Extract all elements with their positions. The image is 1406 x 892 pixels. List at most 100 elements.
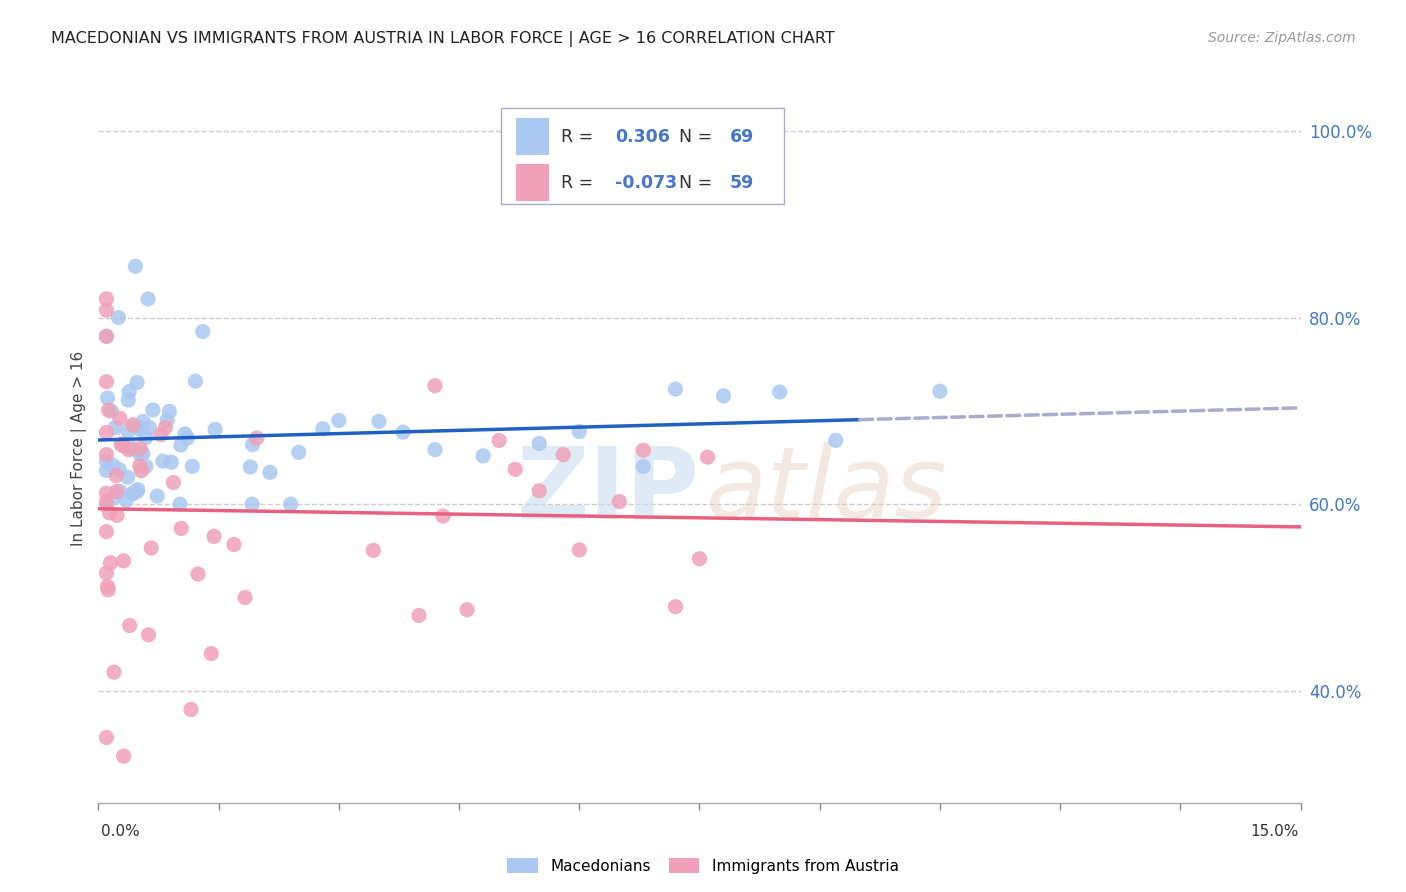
Point xyxy=(138,420,160,434)
FancyBboxPatch shape xyxy=(516,164,550,201)
Point xyxy=(111,439,134,453)
Point xyxy=(129,447,152,461)
Point xyxy=(392,425,415,439)
Point xyxy=(108,462,131,476)
Point xyxy=(100,404,122,418)
Point xyxy=(176,431,198,445)
Text: -0.073: -0.073 xyxy=(616,174,678,192)
Point xyxy=(96,524,118,539)
Point xyxy=(125,376,148,390)
Point xyxy=(142,403,165,417)
Point xyxy=(117,393,139,408)
Point xyxy=(713,389,735,403)
Point xyxy=(432,509,454,524)
Point xyxy=(156,413,179,427)
Point xyxy=(96,566,118,580)
Text: 15.0%: 15.0% xyxy=(1251,824,1299,838)
Point xyxy=(929,384,952,399)
Point xyxy=(96,731,118,745)
Point xyxy=(96,494,118,508)
Point xyxy=(125,484,148,499)
Point xyxy=(107,310,129,325)
Text: atlas: atlas xyxy=(706,442,948,540)
Text: 0.306: 0.306 xyxy=(616,128,671,145)
Point xyxy=(129,442,152,456)
Point xyxy=(696,450,718,464)
Point xyxy=(157,404,180,418)
Legend: Macedonians, Immigrants from Austria: Macedonians, Immigrants from Austria xyxy=(501,852,905,880)
Point xyxy=(768,384,790,399)
Point xyxy=(169,497,191,511)
Point xyxy=(128,458,150,473)
Point xyxy=(242,437,264,451)
Point xyxy=(112,749,135,764)
Point xyxy=(96,303,118,318)
Point xyxy=(96,486,118,500)
Point xyxy=(246,431,269,445)
Point xyxy=(128,422,150,436)
Point xyxy=(150,427,173,442)
Point xyxy=(200,647,222,661)
Point xyxy=(121,442,143,456)
Point xyxy=(141,541,163,555)
Text: Source: ZipAtlas.com: Source: ZipAtlas.com xyxy=(1208,31,1355,45)
Point xyxy=(96,425,118,440)
Point xyxy=(312,422,335,436)
Point xyxy=(568,425,591,439)
Point xyxy=(104,421,127,435)
Point xyxy=(108,411,131,425)
Point xyxy=(103,665,125,680)
Point xyxy=(96,448,118,462)
Point xyxy=(97,391,120,405)
Text: 69: 69 xyxy=(730,128,754,145)
Point xyxy=(529,483,551,498)
Point xyxy=(132,414,155,428)
Point xyxy=(288,445,311,459)
Point xyxy=(503,462,526,476)
Point xyxy=(240,497,263,511)
Text: R =: R = xyxy=(561,174,599,192)
Point xyxy=(155,420,177,434)
Point xyxy=(160,455,183,469)
Point xyxy=(124,260,146,274)
Point xyxy=(118,442,141,457)
Point xyxy=(127,483,149,497)
Point xyxy=(202,529,225,543)
Point xyxy=(121,417,143,432)
Point xyxy=(96,375,118,389)
Point xyxy=(222,537,245,551)
Point xyxy=(181,459,204,474)
Point xyxy=(664,382,686,396)
Point xyxy=(111,437,134,451)
Text: 59: 59 xyxy=(730,174,754,192)
Text: R =: R = xyxy=(561,128,599,145)
Point xyxy=(408,608,430,623)
Y-axis label: In Labor Force | Age > 16: In Labor Force | Age > 16 xyxy=(72,351,87,546)
Point xyxy=(103,491,125,505)
Point xyxy=(184,374,207,388)
Point xyxy=(117,470,139,484)
Point xyxy=(96,579,118,593)
Point xyxy=(328,413,350,427)
Point xyxy=(135,459,157,474)
Point xyxy=(105,468,128,483)
Point xyxy=(131,464,153,478)
Point xyxy=(187,567,209,582)
Point xyxy=(146,489,169,503)
Point xyxy=(97,403,120,417)
Point xyxy=(122,485,145,500)
Point xyxy=(423,378,446,392)
Point xyxy=(115,493,138,508)
Point xyxy=(136,292,159,306)
Point xyxy=(553,448,575,462)
Point xyxy=(529,436,551,450)
Point xyxy=(98,506,121,520)
Point xyxy=(152,454,174,468)
Point xyxy=(97,582,120,597)
Point xyxy=(633,443,655,458)
Text: 0.0%: 0.0% xyxy=(101,824,141,838)
Point xyxy=(131,421,153,435)
Point xyxy=(96,497,118,511)
Point xyxy=(100,556,122,570)
Point xyxy=(118,384,141,399)
